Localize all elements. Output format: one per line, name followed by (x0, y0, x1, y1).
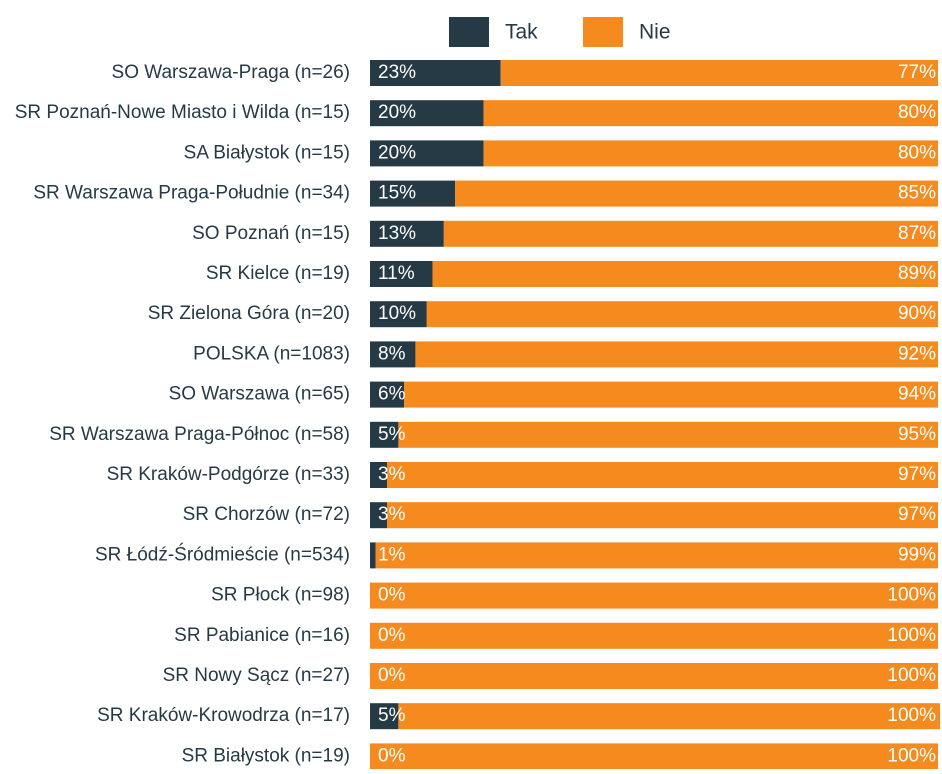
y-tick-label: SR Białystok (n=19) (182, 745, 350, 766)
value-label: 94% (898, 384, 936, 405)
y-tick-label: SR Chorzów (n=72) (183, 504, 350, 525)
bar-segment (370, 703, 399, 730)
value-label: 5% (378, 705, 406, 726)
y-tick-label: SR Kraków-Podgórze (n=33) (107, 464, 350, 485)
value-label: 97% (898, 504, 936, 525)
value-label: 85% (898, 183, 936, 204)
bar-segment (370, 301, 427, 328)
y-tick-label: SO Poznań (n=15) (192, 223, 350, 244)
bar-segment (370, 663, 938, 689)
value-label: 100% (887, 625, 936, 646)
bar-segment (483, 140, 938, 167)
bar-segment (500, 60, 938, 86)
bar-segment (370, 622, 938, 649)
value-label: 89% (898, 263, 936, 284)
value-label: 100% (887, 745, 936, 766)
value-label: 77% (898, 62, 936, 83)
value-label: 97% (898, 464, 936, 485)
bar-segment (370, 100, 484, 127)
legend-label: Nie (639, 21, 671, 44)
value-label: 80% (898, 102, 936, 123)
bar-segment (370, 462, 388, 488)
bar-segment (370, 180, 456, 207)
bar-segment (370, 220, 444, 247)
bar-segment (370, 140, 484, 167)
y-tick-label: SR Łódź-Śródmieście (n=534) (95, 543, 350, 565)
bar-segment (370, 421, 399, 448)
bar-segment (370, 582, 938, 609)
bar-segment (370, 381, 405, 408)
value-label: 20% (378, 142, 416, 163)
y-tick-label: SR Warszawa Praga-Północ (n=58) (49, 424, 350, 445)
y-tick-label: SR Kraków-Krowodrza (n=17) (97, 705, 350, 726)
value-label: 23% (378, 62, 416, 83)
value-label: 0% (378, 585, 406, 606)
y-tick-label: SA Białystok (n=15) (184, 142, 350, 163)
value-label: 100% (887, 585, 936, 606)
bar-segment (398, 421, 938, 448)
value-label: 11% (378, 263, 415, 284)
value-label: 3% (378, 504, 406, 525)
y-tick-label: SR Warszawa Praga-Południe (n=34) (33, 183, 350, 204)
value-label: 92% (898, 343, 936, 364)
value-label: 100% (887, 665, 936, 686)
bar-segment (398, 703, 940, 730)
bar-segment (370, 60, 501, 86)
bar-segment (483, 100, 938, 127)
y-tick-label: SR Pabianice (n=16) (174, 625, 350, 646)
bar-segment (375, 542, 938, 569)
y-tick-label: POLSKA (n=1083) (193, 343, 350, 364)
y-tick-label: SR Zielona Góra (n=20) (148, 303, 350, 324)
y-tick-label: SO Warszawa-Praga (n=26) (112, 62, 350, 83)
y-tick-label: SR Kielce (n=19) (206, 263, 350, 284)
bar-segment (387, 462, 938, 488)
value-label: 0% (378, 745, 406, 766)
bar-segment (426, 301, 938, 328)
bar-segment (370, 542, 376, 569)
value-label: 10% (378, 303, 416, 324)
value-label: 0% (378, 625, 406, 646)
bar-segment (370, 261, 433, 287)
bar-segment (370, 341, 416, 368)
bar-segment (415, 341, 938, 368)
value-label: 95% (898, 424, 936, 445)
value-label: 90% (898, 303, 936, 324)
bar-segment (370, 743, 938, 769)
value-label: 20% (378, 102, 416, 123)
legend-label: Tak (505, 21, 538, 44)
y-tick-label: SR Nowy Sącz (n=27) (163, 665, 350, 686)
value-label: 87% (898, 223, 936, 244)
bar-segment (443, 220, 938, 247)
plot-area (370, 60, 940, 769)
bar-segment (432, 261, 938, 287)
value-label: 8% (378, 343, 406, 364)
value-label: 15% (378, 183, 416, 204)
value-label: 6% (378, 384, 406, 405)
value-label: 3% (378, 464, 406, 485)
legend-swatch (583, 17, 623, 47)
bar-segment (387, 502, 938, 529)
bar-segment (404, 381, 939, 408)
value-label: 1% (378, 544, 406, 565)
legend-swatch (449, 17, 489, 47)
value-label: 13% (378, 223, 416, 244)
value-label: 99% (898, 544, 936, 565)
value-label: 5% (378, 424, 406, 445)
value-label: 0% (378, 665, 406, 686)
bar-segment (370, 502, 388, 529)
value-label: 100% (887, 705, 936, 726)
value-label: 80% (898, 142, 936, 163)
y-tick-label: SR Poznań-Nowe Miasto i Wilda (n=15) (15, 102, 350, 123)
bar-segment (455, 180, 938, 207)
y-tick-label: SR Płock (n=98) (211, 585, 350, 606)
y-tick-label: SO Warszawa (n=65) (169, 384, 350, 405)
